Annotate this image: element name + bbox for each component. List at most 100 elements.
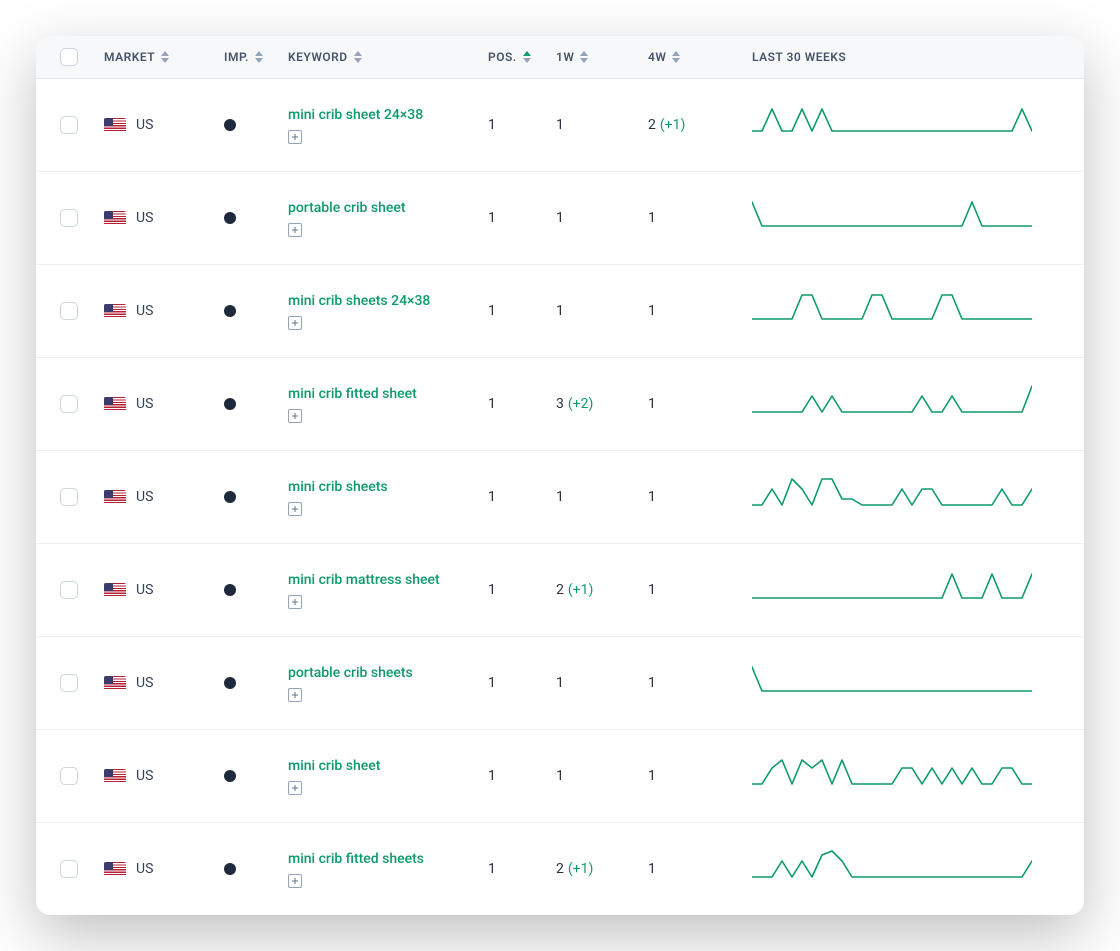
sparkline — [752, 475, 1060, 519]
keyword-cell: mini crib sheets — [288, 478, 488, 516]
w4-value: 1 — [648, 582, 752, 598]
w4-value: 1 — [648, 675, 752, 691]
keyword-cell: mini crib sheets 24×38 — [288, 292, 488, 330]
keyword-cell: mini crib sheet 24×38 — [288, 106, 488, 144]
pos-value: 1 — [488, 489, 556, 505]
impression-dot-icon — [224, 677, 236, 689]
keyword-link[interactable]: mini crib sheet 24×38 — [288, 106, 423, 124]
market-label: US — [136, 303, 153, 319]
header-market[interactable]: MARKET — [104, 50, 224, 64]
us-flag-icon — [104, 118, 126, 133]
header-checkbox-cell — [60, 48, 104, 66]
sort-icon — [354, 51, 362, 63]
expand-icon[interactable] — [288, 130, 302, 144]
us-flag-icon — [104, 490, 126, 505]
market-cell: US — [104, 489, 224, 505]
sort-icon — [255, 51, 263, 63]
row-checkbox[interactable] — [60, 302, 78, 320]
us-flag-icon — [104, 211, 126, 226]
row-checkbox[interactable] — [60, 488, 78, 506]
header-1w-label: 1W — [556, 50, 574, 64]
w1-value: 2(+1) — [556, 861, 648, 877]
pos-value: 1 — [488, 582, 556, 598]
pos-value: 1 — [488, 768, 556, 784]
row-checkbox[interactable] — [60, 767, 78, 785]
row-checkbox[interactable] — [60, 209, 78, 227]
sort-icon — [580, 51, 588, 63]
header-imp[interactable]: IMP. — [224, 50, 288, 64]
keyword-link[interactable]: mini crib sheets 24×38 — [288, 292, 430, 310]
sparkline — [752, 289, 1060, 333]
keyword-cell: portable crib sheet — [288, 199, 488, 237]
w1-value: 1 — [556, 768, 648, 784]
w4-value: 1 — [648, 396, 752, 412]
market-label: US — [136, 117, 153, 133]
table-row: USportable crib sheet111 — [36, 172, 1084, 265]
w1-value: 1 — [556, 117, 648, 133]
select-all-checkbox[interactable] — [60, 48, 78, 66]
row-checkbox[interactable] — [60, 860, 78, 878]
header-last30-label: LAST 30 WEEKS — [752, 50, 846, 64]
w4-delta: (+1) — [660, 117, 685, 133]
keyword-link[interactable]: mini crib fitted sheet — [288, 385, 417, 403]
expand-icon[interactable] — [288, 502, 302, 516]
expand-icon[interactable] — [288, 874, 302, 888]
pos-value: 1 — [488, 117, 556, 133]
market-cell: US — [104, 396, 224, 412]
pos-value: 1 — [488, 303, 556, 319]
market-label: US — [136, 489, 153, 505]
w1-delta: (+1) — [568, 582, 593, 598]
expand-icon[interactable] — [288, 223, 302, 237]
header-pos-label: POS. — [488, 50, 517, 64]
us-flag-icon — [104, 304, 126, 319]
market-label: US — [136, 582, 153, 598]
keyword-link[interactable]: portable crib sheet — [288, 199, 406, 217]
expand-icon[interactable] — [288, 688, 302, 702]
pos-value: 1 — [488, 675, 556, 691]
row-checkbox[interactable] — [60, 395, 78, 413]
keyword-cell: mini crib fitted sheet — [288, 385, 488, 423]
table-row: USmini crib fitted sheet13(+2)1 — [36, 358, 1084, 451]
market-cell: US — [104, 303, 224, 319]
keyword-link[interactable]: mini crib sheet — [288, 757, 380, 775]
sort-icon — [161, 51, 169, 63]
us-flag-icon — [104, 862, 126, 877]
market-label: US — [136, 768, 153, 784]
market-cell: US — [104, 861, 224, 877]
us-flag-icon — [104, 769, 126, 784]
row-checkbox[interactable] — [60, 674, 78, 692]
keyword-link[interactable]: mini crib sheets — [288, 478, 388, 496]
us-flag-icon — [104, 676, 126, 691]
keyword-link[interactable]: mini crib fitted sheets — [288, 850, 424, 868]
table-row: USmini crib fitted sheets12(+1)1 — [36, 823, 1084, 915]
expand-icon[interactable] — [288, 316, 302, 330]
keyword-link[interactable]: portable crib sheets — [288, 664, 413, 682]
pos-value: 1 — [488, 210, 556, 226]
header-pos[interactable]: POS. — [488, 50, 556, 64]
impression-dot-icon — [224, 491, 236, 503]
us-flag-icon — [104, 583, 126, 598]
header-keyword-label: KEYWORD — [288, 50, 348, 64]
row-checkbox[interactable] — [60, 581, 78, 599]
w1-delta: (+1) — [568, 861, 593, 877]
row-checkbox[interactable] — [60, 116, 78, 134]
impression-dot-icon — [224, 212, 236, 224]
table-row: USmini crib sheets 24×38111 — [36, 265, 1084, 358]
sparkline — [752, 754, 1060, 798]
table-row: USmini crib sheets111 — [36, 451, 1084, 544]
expand-icon[interactable] — [288, 409, 302, 423]
expand-icon[interactable] — [288, 781, 302, 795]
header-keyword[interactable]: KEYWORD — [288, 50, 488, 64]
table-row: USportable crib sheets111 — [36, 637, 1084, 730]
impression-dot-icon — [224, 863, 236, 875]
table-header: MARKET IMP. KEYWORD POS. 1W 4W LAST 30 W… — [36, 36, 1084, 79]
header-1w[interactable]: 1W — [556, 50, 648, 64]
market-cell: US — [104, 675, 224, 691]
header-4w[interactable]: 4W — [648, 50, 752, 64]
sparkline — [752, 103, 1060, 147]
sparkline — [752, 382, 1060, 426]
pos-value: 1 — [488, 861, 556, 877]
us-flag-icon — [104, 397, 126, 412]
keyword-link[interactable]: mini crib mattress sheet — [288, 571, 440, 589]
expand-icon[interactable] — [288, 595, 302, 609]
